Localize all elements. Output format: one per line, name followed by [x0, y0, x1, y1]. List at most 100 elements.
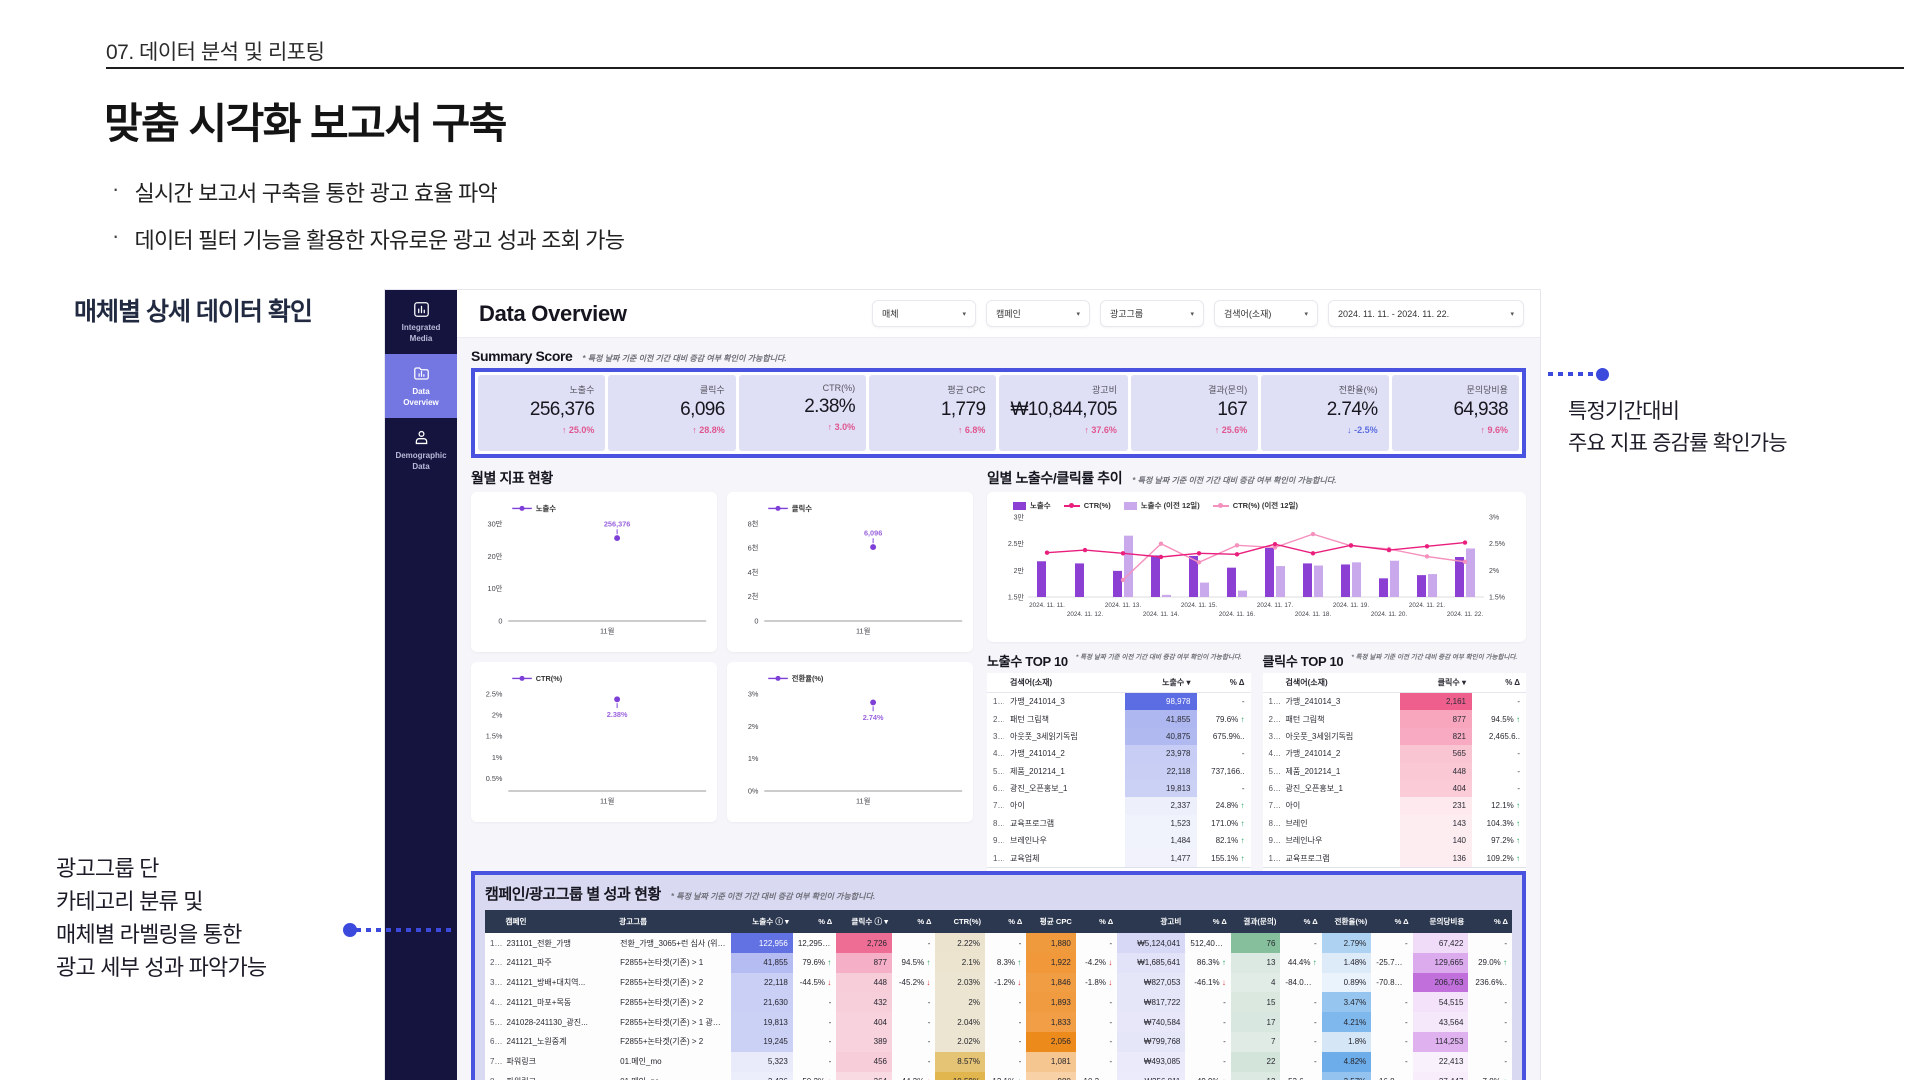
value-cell: 2,337	[1124, 797, 1197, 815]
up-arrow-icon: ↑	[1312, 958, 1317, 968]
sort-column-header[interactable]: 전환율(%)	[1321, 910, 1372, 934]
term-cell: 교육프로그램	[1010, 818, 1055, 828]
sort-column-header[interactable]: 노출수 ▾	[1124, 673, 1197, 693]
table-row: 6. 광진_오픈홍보_1 19,813 -	[987, 779, 1251, 798]
line-swatch-icon	[1212, 502, 1229, 508]
value-cell: 122,956	[730, 933, 793, 953]
sort-column-header[interactable]: 클릭수 ▾	[1400, 673, 1472, 693]
delta-cell: -	[1517, 697, 1520, 707]
summary-card-label: 광고비	[1092, 385, 1117, 395]
value-cell: 2%	[935, 992, 985, 1013]
summary-card-value: 2.38%	[804, 396, 856, 417]
value-cell: 27,447	[1412, 1071, 1469, 1080]
table-row: 1. 가맹_241014_3 2,161 -	[1263, 692, 1527, 711]
value-cell: 15	[1230, 992, 1281, 1013]
filter-date-range[interactable]: 2024. 11. 11. - 2024. 11. 22. ▾	[1328, 300, 1524, 327]
sort-column-header[interactable]: CTR(%)	[935, 910, 985, 934]
delta-cell: 7.8% ↑	[1468, 1071, 1512, 1080]
svg-text:2024. 11. 22.: 2024. 11. 22.	[1447, 611, 1484, 618]
column-header: 검색어(소재)	[1004, 673, 1125, 693]
charts-row: 월별 지표 현황 노출수 0 10만 20만 30만 11월 256,376 클릭수 0 2천 4천…	[471, 468, 1527, 886]
sidebar-item-label: Demographic Data	[395, 451, 447, 471]
value-cell: ₩493,085	[1117, 1051, 1186, 1072]
svg-text:2%: 2%	[1489, 568, 1499, 575]
delta-cell: -	[892, 992, 936, 1013]
campaign-cell: 241121_노원중계	[501, 1032, 616, 1052]
delta-cell: -	[1468, 992, 1512, 1013]
monthly-section: 월별 지표 현황 노출수 0 10만 20만 30만 11월 256,376 클릭수 0 2천 4천…	[471, 468, 973, 885]
svg-text:0%: 0%	[748, 786, 759, 795]
summary-card-value: 167	[1217, 399, 1248, 420]
table-row: 7. 파워링크 01.메인_mo 5,323-456-8.57% -1,081- ₩493…	[485, 1051, 1512, 1072]
bullet-dot: ·	[112, 176, 119, 201]
campaign-cell: 241121_방배+대치역...	[501, 972, 616, 993]
value-cell: 10.59%	[935, 1071, 985, 1080]
column-header: 광고그룹	[615, 910, 731, 934]
value-cell: 1,893	[1026, 992, 1076, 1013]
value-cell: 5,323	[730, 1051, 793, 1072]
delta-cell: 171.0% ↑	[1211, 818, 1245, 828]
sort-column-header[interactable]: 광고비	[1117, 910, 1186, 934]
ctr-mini-chart: CTR(%) 0.5% 1% 1.5% 2% 2.5% 11월 2.38%	[471, 662, 717, 822]
adgroup-cell: F2855+논타겟(기존) > 1	[615, 952, 731, 973]
impressions-mini-chart: 노출수 0 10만 20만 30만 11월 256,376	[471, 492, 717, 652]
up-arrow-icon: ↑	[1516, 714, 1520, 724]
term-cell: 교육업체	[1010, 853, 1040, 863]
delta-cell: -	[1280, 992, 1322, 1013]
campaign-cell: 231101_전환_가맹	[501, 933, 616, 953]
up-arrow-icon: ↑	[1516, 818, 1520, 828]
filter-adgroup[interactable]: 광고그룹 ▾	[1100, 300, 1204, 327]
filter-media[interactable]: 매체 ▾	[872, 300, 976, 327]
value-cell: 2.79%	[1321, 933, 1372, 953]
rank-cell: 8.	[1268, 818, 1276, 828]
delta-cell: -	[1075, 933, 1118, 953]
value-cell: ₩740,584	[1117, 1012, 1186, 1033]
delta-cell: -	[1517, 766, 1520, 776]
value-cell: 2,726	[836, 933, 893, 953]
delta-cell: -	[984, 1051, 1027, 1072]
value-cell: ₩827,053	[1117, 972, 1186, 993]
value-cell: 1,833	[1026, 1012, 1076, 1033]
sidebar-item-data-overview[interactable]: Data Overview	[385, 354, 457, 418]
down-arrow-icon: ↓	[1403, 958, 1408, 968]
svg-text:전환율(%): 전환율(%)	[792, 674, 824, 683]
bullet-item: · 실시간 보고서 구축을 통한 광고 효율 파악	[112, 176, 624, 208]
rank-cell: 10.	[1268, 853, 1280, 863]
chevron-down-icon: ▾	[1076, 310, 1080, 318]
svg-text:11월: 11월	[856, 627, 870, 636]
sort-column-header[interactable]: 문의당비용	[1412, 910, 1469, 934]
filter-keyword[interactable]: 검색어(소재) ▾	[1214, 300, 1318, 327]
delta-cell: -	[792, 1051, 837, 1072]
delta-cell: 737,166..	[1211, 766, 1245, 776]
sort-column-header[interactable]: 평균 CPC	[1026, 910, 1076, 934]
value-cell: ₩5,124,041	[1117, 933, 1186, 953]
table-row: 2. 241121_파주 F2855+논타겟(기존) > 1 41,855 79.6% …	[485, 952, 1512, 973]
rank-cell: 3.	[485, 972, 502, 993]
term-cell: 아이	[1010, 801, 1025, 811]
term-cell: 브레인나우	[1285, 836, 1323, 846]
sidebar-item-demographic-data[interactable]: Demographic Data	[385, 418, 457, 482]
clicks-mini-chart: 클릭수 0 2천 4천 6천 8천 11월 6,096	[727, 492, 973, 652]
value-cell: 8.57%	[935, 1051, 985, 1072]
sort-column-header[interactable]: 클릭수 ⓘ ▾	[836, 910, 893, 934]
summary-card-label: 노출수	[569, 385, 595, 395]
value-cell: 2.1%	[935, 952, 985, 973]
delta-cell: -	[1468, 1012, 1512, 1033]
table-row: 3. 아웃풋_3세읽기독립 821 2,465.6..	[1263, 727, 1527, 746]
delta-cell: 12,295,5...	[792, 933, 837, 953]
table-row: 5. 제품_201214_1 448 -	[1263, 762, 1527, 780]
annotation-left-line: 매체별 라벨링을 통한	[56, 922, 242, 947]
delta-cell: -	[792, 992, 837, 1013]
sidebar-item-integrated-media[interactable]: Integrated Media	[385, 290, 457, 354]
annotation-left: 광고그룹 단 카테고리 분류 및 매체별 라벨링을 통한 광고 세부 성과 파악…	[56, 852, 356, 984]
down-arrow-icon: ↓	[1221, 978, 1226, 988]
column-header: 캠페인	[501, 910, 616, 934]
value-cell: 19,245	[730, 1032, 793, 1052]
value-cell: 448	[836, 972, 893, 993]
up-arrow-icon: ↑	[1240, 836, 1245, 846]
sort-column-header[interactable]: 노출수 ⓘ ▾	[730, 910, 793, 934]
down-arrow-icon: ↓	[1108, 978, 1113, 988]
delta-cell: 104.3% ↑	[1486, 818, 1520, 828]
sort-column-header[interactable]: 결과(문의)	[1230, 910, 1281, 934]
filter-campaign[interactable]: 캠페인 ▾	[986, 300, 1090, 327]
